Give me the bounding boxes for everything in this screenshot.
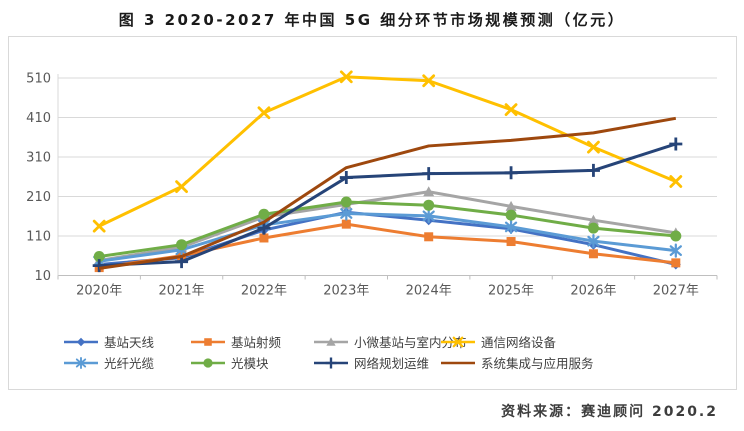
x-category-label: 2024年	[406, 284, 452, 299]
source-note: 资料来源：赛迪顾问 2020.2	[501, 404, 718, 420]
chart-title: 图 3 2020-2027 年中国 5G 细分环节市场规模预测（亿元）	[118, 11, 626, 29]
legend-swatch-circle-icon	[191, 357, 225, 368]
legend-row: 光纤光缆 光模块 网络规划运维 系统集成与应用服务	[63, 352, 723, 373]
series-网络规划运维	[92, 137, 683, 273]
legend-swatch-triangle-icon	[314, 336, 348, 346]
x-category-label: 2020年	[76, 284, 122, 299]
legend-label: 网络规划运维	[354, 356, 430, 371]
legend-label: 光模块	[231, 356, 269, 371]
y-tick-label: 510	[26, 72, 51, 87]
legend-item: 小微基站与室内分布	[313, 332, 467, 351]
legend-item: 基站射频	[190, 332, 313, 351]
chart-frame: 10 110 210 310 410 510 2020年 2021年 2022年 2023年 202…	[8, 36, 737, 390]
line-chart: 10 110 210 310 410 510 2020年 2021年 2022年 2023年 202…	[26, 70, 718, 299]
legend-item: 光纤光缆	[63, 353, 190, 372]
legend-label: 小微基站与室内分布	[354, 335, 467, 350]
legend-swatch-plus-icon	[314, 357, 348, 368]
series-line	[98, 116, 677, 270]
legend-swatch-asterisk-icon	[64, 356, 98, 369]
legend-swatch-x-icon	[441, 336, 475, 347]
legend-item: 光模块	[190, 353, 313, 372]
y-tick-label: 310	[26, 151, 51, 166]
x-category-label: 2022年	[241, 284, 287, 299]
series-系统集成与应用服务	[98, 116, 677, 270]
series-line	[99, 142, 677, 268]
series-line	[98, 75, 677, 228]
legend-item: 系统集成与应用服务	[440, 353, 723, 372]
y-tick-label: 210	[26, 190, 51, 205]
legend-item: 基站天线	[63, 332, 190, 351]
x-category-label: 2021年	[159, 284, 205, 299]
legend-label: 基站射频	[231, 335, 282, 350]
series-line	[98, 190, 677, 262]
legend-label: 通信网络设备	[481, 335, 557, 350]
y-tick-label: 10	[34, 269, 51, 284]
legend-row: 基站天线 基站射频 小微基站与室内分布 通信网络设备	[63, 331, 723, 352]
y-tick-label: 410	[26, 111, 51, 126]
series-line	[98, 200, 676, 259]
legend-label: 光纤光缆	[104, 356, 155, 371]
legend-label: 系统集成与应用服务	[481, 356, 594, 371]
series-通信网络设备	[92, 70, 683, 233]
x-category-label: 2026年	[570, 284, 616, 299]
legend-label: 基站天线	[104, 335, 155, 350]
series-光模块	[93, 196, 682, 263]
legend-swatch-diamond-icon	[64, 337, 98, 346]
legend-item: 通信网络设备	[440, 332, 723, 351]
legend-item: 网络规划运维	[313, 353, 440, 372]
x-category-label: 2027年	[653, 284, 699, 299]
chart-legend: 基站天线 基站射频 小微基站与室内分布 通信网络设备光纤光缆 光模块 网络规划运维 系统集成…	[63, 331, 723, 373]
x-category-label: 2023年	[323, 284, 369, 299]
y-tick-label: 110	[26, 230, 51, 245]
series-line	[98, 222, 676, 270]
legend-swatch-none-icon	[441, 361, 475, 364]
series-line	[98, 211, 676, 263]
x-category-label: 2025年	[488, 284, 534, 299]
legend-swatch-square-icon	[191, 337, 225, 346]
